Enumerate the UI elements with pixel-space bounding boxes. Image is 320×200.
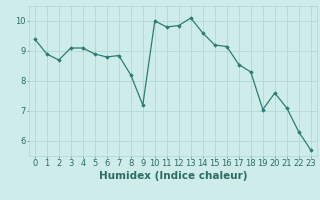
X-axis label: Humidex (Indice chaleur): Humidex (Indice chaleur) (99, 171, 247, 181)
